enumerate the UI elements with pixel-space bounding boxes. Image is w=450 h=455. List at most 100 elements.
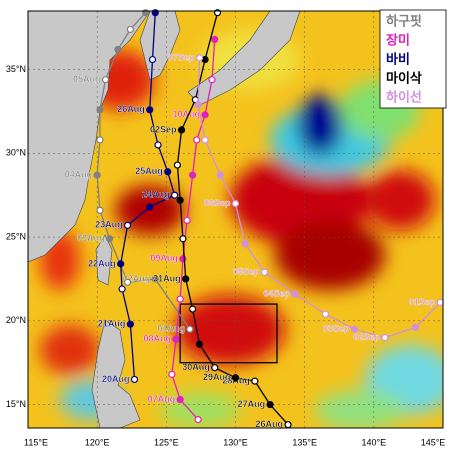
track-point [173,161,181,169]
date-label: 22Aug [88,258,116,268]
track-point [164,168,172,176]
date-label: 02Aug [123,273,151,283]
track-point [171,191,179,199]
track-point [179,235,187,243]
date-label: 24Aug [142,190,170,200]
track-point [176,196,184,204]
date-label: 04Aug [65,169,93,179]
track-point [411,323,419,332]
date-label: 02Sep [353,332,380,342]
track-point [231,374,240,382]
track-point [189,305,197,313]
date-label: 09Aug [150,253,178,263]
date-label: 25Aug [135,166,163,176]
track-point [231,199,240,208]
track-point [208,76,216,84]
date-label: 03Aug [77,233,105,243]
grid [27,11,444,428]
track-point [146,106,154,114]
track-point [176,395,184,404]
track-point [211,364,219,372]
y-tick-label: 25°N [6,231,26,241]
track-point [251,377,259,385]
date-label: 08Aug [144,334,172,344]
sst-field [28,11,443,428]
date-label: 07Sep [168,52,195,62]
x-tick-label: 120°E [85,437,110,447]
date-label: 27Aug [238,399,266,409]
legend-entry: 바비 [386,51,410,66]
legend-entry: 하구핏 [386,13,422,28]
track-point [176,295,184,303]
date-label: 05Sep [233,267,260,277]
track-point [195,54,204,62]
track-point [114,45,122,54]
x-tick-label: 135°E [292,437,317,447]
track-point [101,76,110,84]
date-label: 06Sep [204,198,231,208]
date-label: 07Aug [148,394,176,404]
date-label: 29Aug [203,372,231,382]
date-label: 01Aug [157,324,185,334]
date-label: 01Sep [409,297,436,307]
track-point [216,171,224,179]
track-point [151,275,159,283]
date-label: 20Aug [102,374,130,384]
date-label: 30Aug [182,362,210,372]
track-point [96,136,104,144]
track-point [106,235,114,243]
frame [27,10,444,429]
legend-box [379,9,447,109]
x-tick-label: 125°E [154,437,179,447]
track-line [96,12,191,330]
track-point [96,206,104,214]
date-label: 23Aug [95,220,123,230]
track-point [381,333,389,342]
track-point [154,141,162,149]
track-point [291,290,299,298]
x-tick-label: 140°E [362,437,387,447]
date-label: 03Sep [323,324,350,334]
legend-entry: 마이삭 [386,70,422,85]
track-point [177,126,186,134]
date-label: 26Aug [256,419,284,429]
land [28,11,301,428]
track-point [193,136,201,144]
track-point [241,240,249,248]
track-point [117,260,125,268]
legend-entry: 하이선 [386,89,422,104]
date-label: 05Aug [73,74,101,84]
track-point [350,325,359,333]
track-point [146,203,154,211]
track-point [436,298,444,306]
x-tick-label: 115°E [24,437,48,447]
track-point [172,335,180,343]
track-point [189,171,197,179]
track-point [186,325,194,333]
region-box [179,303,278,364]
track-point [93,171,101,179]
track-point [118,285,126,293]
date-label: 04Sep [263,288,290,298]
x-tick-label: 130°E [223,437,248,447]
x-tick-label: 145°E [421,437,446,447]
track-point [168,370,176,379]
track-point [123,278,132,286]
date-label: 02Sep [150,124,177,134]
track-point [321,310,330,318]
track-point [126,25,134,34]
track-point [183,216,191,224]
track-point [126,320,134,328]
track-point [201,136,209,144]
y-tick-label: 35°N [6,64,26,74]
track-line [120,12,176,380]
track-point [130,375,139,384]
track-point [123,221,132,229]
track-point [194,101,202,109]
date-label: 26Aug [117,104,145,114]
legend-entry: 장미 [386,32,410,47]
track-point [96,106,104,114]
y-tick-label: 15°N [6,399,26,409]
